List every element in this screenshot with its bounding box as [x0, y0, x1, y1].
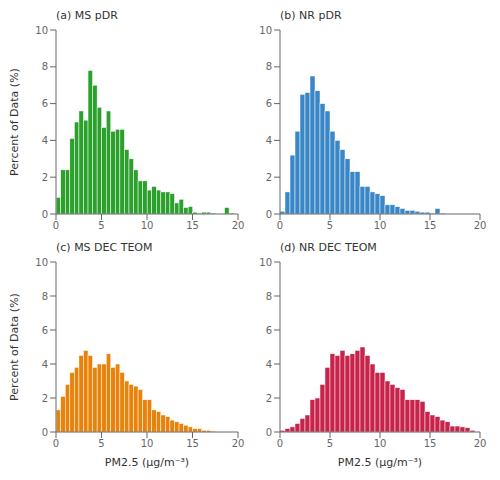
svg-text:0: 0 [53, 438, 59, 449]
svg-text:20: 20 [474, 438, 487, 449]
html-text:(a) MS pDR: (a) MS pDR [56, 9, 118, 22]
svg-text:6: 6 [42, 98, 48, 109]
html-text:(d) NR DEC TEOM: (d) NR DEC TEOM [280, 241, 377, 254]
html-text:(b) NR pDR: (b) NR pDR [280, 9, 342, 22]
svg-text:20: 20 [474, 220, 487, 231]
svg-text:2: 2 [266, 393, 272, 404]
svg-text:Percent of Data (%): Percent of Data (%) [8, 68, 21, 176]
svg-text:0: 0 [53, 220, 59, 231]
svg-text:10: 10 [259, 257, 272, 268]
svg-text:10: 10 [259, 25, 272, 36]
svg-text:10: 10 [374, 438, 387, 449]
svg-text:0: 0 [42, 209, 48, 220]
svg-text:0: 0 [277, 220, 283, 231]
svg-text:0: 0 [266, 427, 272, 438]
svg-text:5: 5 [98, 438, 104, 449]
svg-text:5: 5 [327, 220, 333, 231]
html-text:(c) MS DEC TEOM: (c) MS DEC TEOM [56, 241, 153, 254]
svg-text:10: 10 [374, 220, 387, 231]
svg-text:6: 6 [266, 98, 272, 109]
svg-text:Percent of Data (%): Percent of Data (%) [8, 293, 21, 401]
svg-text:2: 2 [42, 172, 48, 183]
svg-text:0: 0 [266, 209, 272, 220]
svg-text:15: 15 [424, 220, 437, 231]
svg-text:6: 6 [266, 325, 272, 336]
svg-text:10: 10 [35, 25, 48, 36]
svg-text:10: 10 [35, 257, 48, 268]
svg-text:PM2.5 (μg/m⁻³): PM2.5 (μg/m⁻³) [105, 456, 189, 469]
svg-text:4: 4 [266, 359, 272, 370]
svg-text:0: 0 [42, 427, 48, 438]
svg-text:8: 8 [42, 61, 48, 72]
svg-text:4: 4 [42, 135, 48, 146]
svg-text:8: 8 [266, 61, 272, 72]
svg-text:15: 15 [424, 438, 437, 449]
svg-text:5: 5 [327, 438, 333, 449]
svg-text:4: 4 [266, 135, 272, 146]
svg-text:10: 10 [141, 438, 154, 449]
svg-text:2: 2 [42, 393, 48, 404]
svg-text:15: 15 [186, 220, 199, 231]
svg-text:2: 2 [266, 172, 272, 183]
svg-text:PM2.5 (μg/m⁻³): PM2.5 (μg/m⁻³) [338, 456, 422, 469]
svg-text:20: 20 [232, 438, 245, 449]
svg-text:10: 10 [141, 220, 154, 231]
svg-text:5: 5 [98, 220, 104, 231]
svg-text:8: 8 [42, 291, 48, 302]
svg-text:20: 20 [232, 220, 245, 231]
svg-text:8: 8 [266, 291, 272, 302]
svg-text:0: 0 [277, 438, 283, 449]
svg-text:4: 4 [42, 359, 48, 370]
svg-text:15: 15 [186, 438, 199, 449]
svg-text:6: 6 [42, 325, 48, 336]
